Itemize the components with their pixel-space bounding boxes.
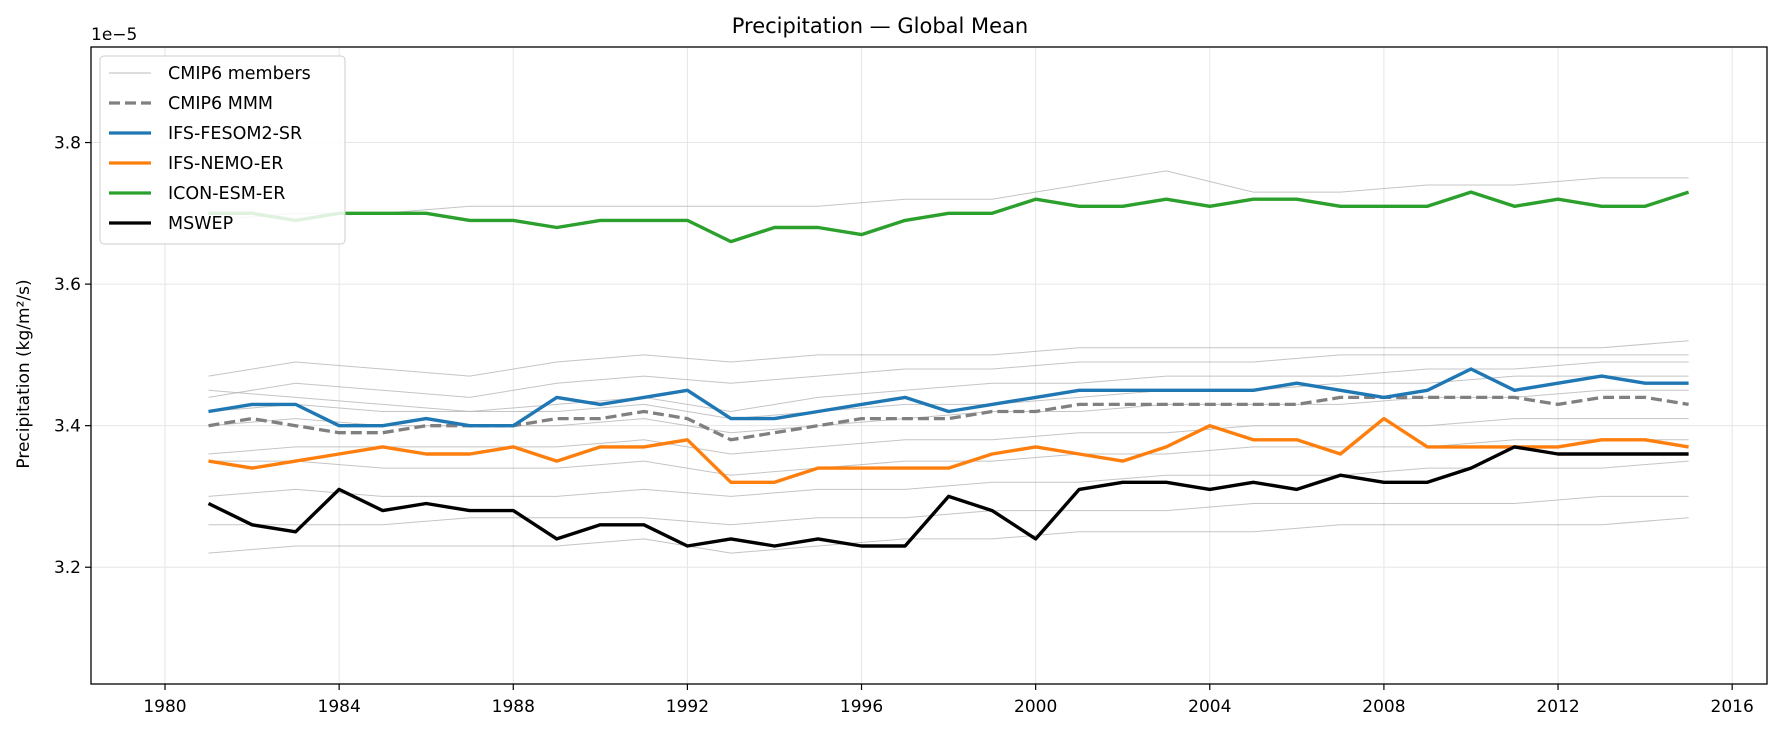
legend-label: IFS-FESOM2-SR bbox=[168, 124, 302, 144]
series-line-mswep bbox=[207, 445, 1689, 548]
y-tick-label: 3.6 bbox=[54, 275, 81, 295]
cmip6-member-line bbox=[208, 361, 1689, 413]
cmip6-member-line bbox=[208, 170, 1689, 221]
x-tick-label: 2000 bbox=[1014, 697, 1057, 717]
cmip6-member-line bbox=[208, 460, 1689, 497]
legend-label: MSWEP bbox=[168, 214, 233, 234]
x-tick-label: 2004 bbox=[1188, 697, 1231, 717]
series-line-icon-esm-er bbox=[208, 190, 1690, 244]
legend-label: CMIP6 members bbox=[168, 64, 311, 84]
x-tick-label: 1980 bbox=[143, 697, 186, 717]
x-tick-label: 2016 bbox=[1711, 697, 1754, 717]
series-line-ifs-fesom2-sr bbox=[208, 367, 1689, 428]
legend-box bbox=[99, 55, 346, 245]
y-tick-label: 3.2 bbox=[54, 558, 81, 578]
cmip6-member-line bbox=[208, 418, 1689, 455]
series-line-cmip6-mmm bbox=[208, 395, 1689, 442]
cmip6-member-line bbox=[208, 340, 1689, 377]
x-tick-label: 1992 bbox=[666, 697, 709, 717]
y-axis-label: Precipitation (kg/m²/s) bbox=[14, 279, 34, 468]
x-tick-label: 2012 bbox=[1536, 697, 1579, 717]
x-tick-label: 1996 bbox=[840, 697, 883, 717]
series-line-ifs-nemo-er bbox=[208, 416, 1689, 484]
plot-frame bbox=[90, 46, 1768, 685]
x-tick-label: 1984 bbox=[318, 697, 361, 717]
legend: CMIP6 members CMIP6 MMM IFS-FESOM2-SR IFS-N… bbox=[99, 55, 346, 245]
y-tick-label: 3.8 bbox=[54, 134, 81, 154]
legend-label: IFS-NEMO-ER bbox=[168, 154, 283, 174]
x-tick-label: 1988 bbox=[492, 697, 535, 717]
axis-ticks: 1980 1984 1988 1992 1996 2000 2004 2008 2012 2016… bbox=[54, 134, 1754, 717]
x-tick-label: 2008 bbox=[1362, 697, 1405, 717]
y-tick-label: 3.4 bbox=[54, 417, 81, 437]
cmip6-member-line bbox=[208, 495, 1689, 526]
y-offset-label: 1e−5 bbox=[91, 25, 137, 45]
cmip6-member-line bbox=[208, 354, 1689, 398]
chart-title: Precipitation — Global Mean bbox=[732, 14, 1029, 38]
cmip6-member-line bbox=[208, 517, 1689, 554]
legend-label: CMIP6 MMM bbox=[168, 94, 273, 114]
legend-label: ICON-ESM-ER bbox=[168, 184, 285, 204]
series-lines bbox=[207, 190, 1690, 548]
